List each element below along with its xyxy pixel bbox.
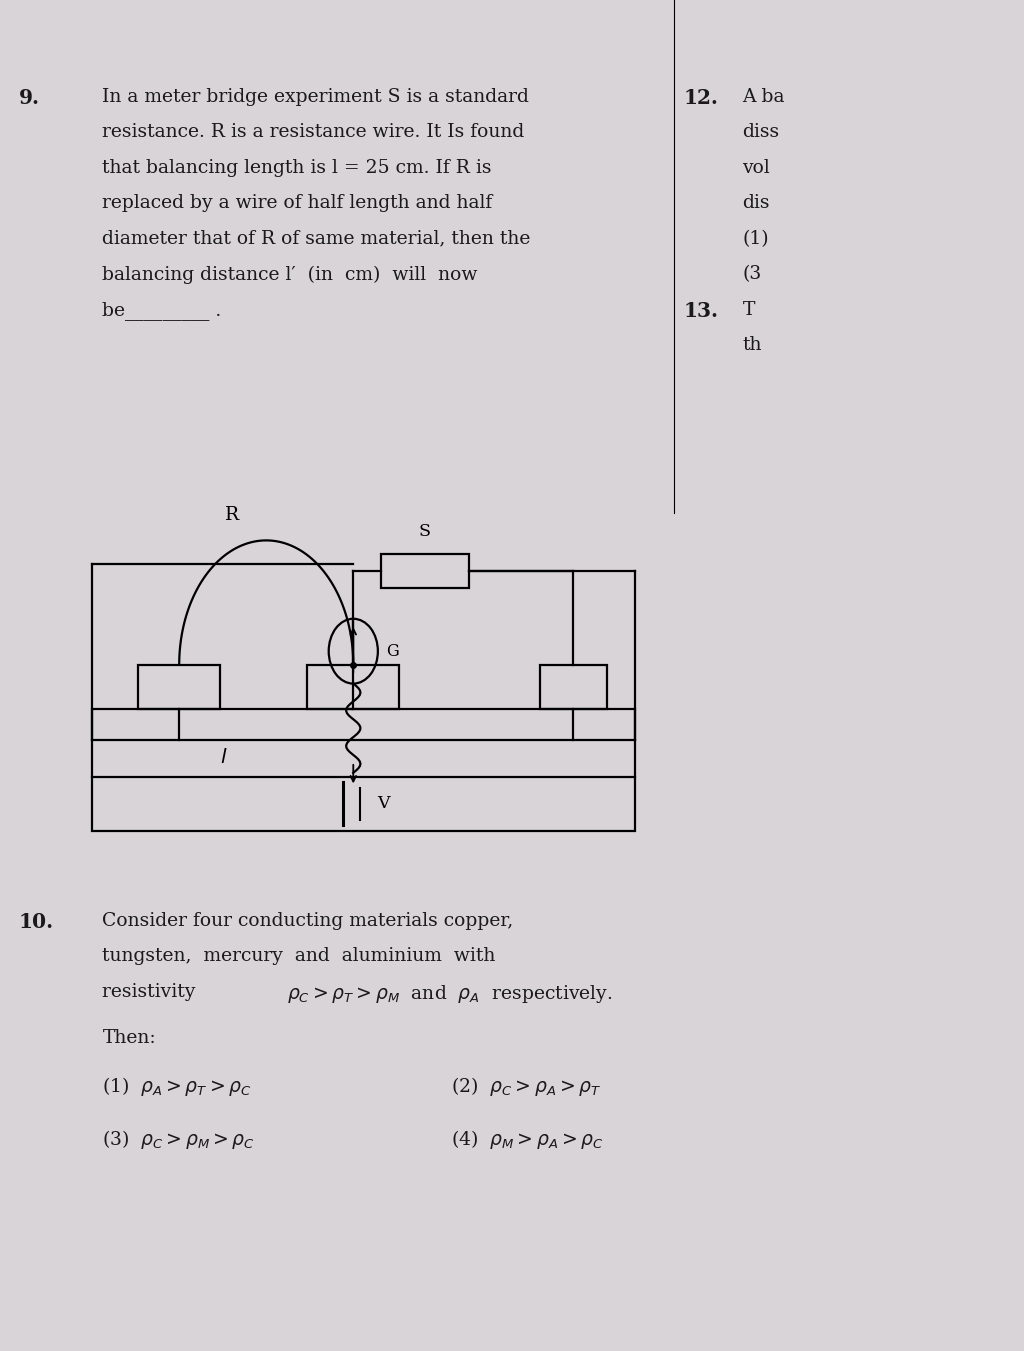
Text: 9.: 9. — [18, 88, 40, 108]
Text: 10.: 10. — [18, 912, 53, 932]
Text: resistance. R is a resistance wire. It Is found: resistance. R is a resistance wire. It I… — [102, 123, 524, 142]
Text: In a meter bridge experiment S is a standard: In a meter bridge experiment S is a stan… — [102, 88, 529, 105]
Text: 12.: 12. — [684, 88, 719, 108]
Text: balancing distance l′  (in  cm)  will  now: balancing distance l′ (in cm) will now — [102, 265, 478, 284]
Text: (2)  $\rho_C > \rho_A > \rho_T$: (2) $\rho_C > \rho_A > \rho_T$ — [451, 1075, 601, 1098]
Text: that balancing length is l = 25 cm. If R is: that balancing length is l = 25 cm. If R… — [102, 159, 492, 177]
Text: diss: diss — [742, 123, 779, 142]
Text: G: G — [386, 643, 398, 659]
Text: (1)  $\rho_A > \rho_T > \rho_C$: (1) $\rho_A > \rho_T > \rho_C$ — [102, 1075, 252, 1098]
Text: A ba: A ba — [742, 88, 785, 105]
Bar — [92, 777, 635, 831]
Bar — [540, 665, 607, 709]
Text: R: R — [225, 507, 240, 524]
Text: be_________ .: be_________ . — [102, 301, 221, 320]
Text: tungsten,  mercury  and  aluminium  with: tungsten, mercury and aluminium with — [102, 947, 496, 966]
Bar — [381, 554, 469, 588]
Bar — [307, 665, 399, 709]
Text: resistivity: resistivity — [102, 984, 208, 1001]
Text: replaced by a wire of half length and half: replaced by a wire of half length and ha… — [102, 195, 493, 212]
Text: (1): (1) — [742, 230, 769, 247]
Text: T: T — [742, 301, 755, 319]
Text: $l$: $l$ — [220, 748, 227, 767]
Text: dis: dis — [742, 195, 770, 212]
Text: (4)  $\rho_M > \rho_A > \rho_C$: (4) $\rho_M > \rho_A > \rho_C$ — [451, 1128, 603, 1151]
Text: Consider four conducting materials copper,: Consider four conducting materials coppe… — [102, 912, 514, 929]
Text: th: th — [742, 336, 762, 354]
Text: $\rho_C > \rho_T > \rho_M$  and  $\rho_A$  respectively.: $\rho_C > \rho_T > \rho_M$ and $\rho_A$ … — [287, 984, 612, 1005]
Bar — [138, 665, 220, 709]
Text: S: S — [419, 523, 431, 540]
Bar — [92, 709, 635, 740]
Text: 13.: 13. — [684, 301, 719, 320]
Text: V: V — [377, 796, 389, 812]
Text: vol: vol — [742, 159, 770, 177]
Text: diameter that of R of same material, then the: diameter that of R of same material, the… — [102, 230, 530, 247]
Text: (3)  $\rho_C > \rho_M > \rho_C$: (3) $\rho_C > \rho_M > \rho_C$ — [102, 1128, 255, 1151]
Text: (3: (3 — [742, 265, 762, 284]
Text: Then:: Then: — [102, 1029, 156, 1047]
